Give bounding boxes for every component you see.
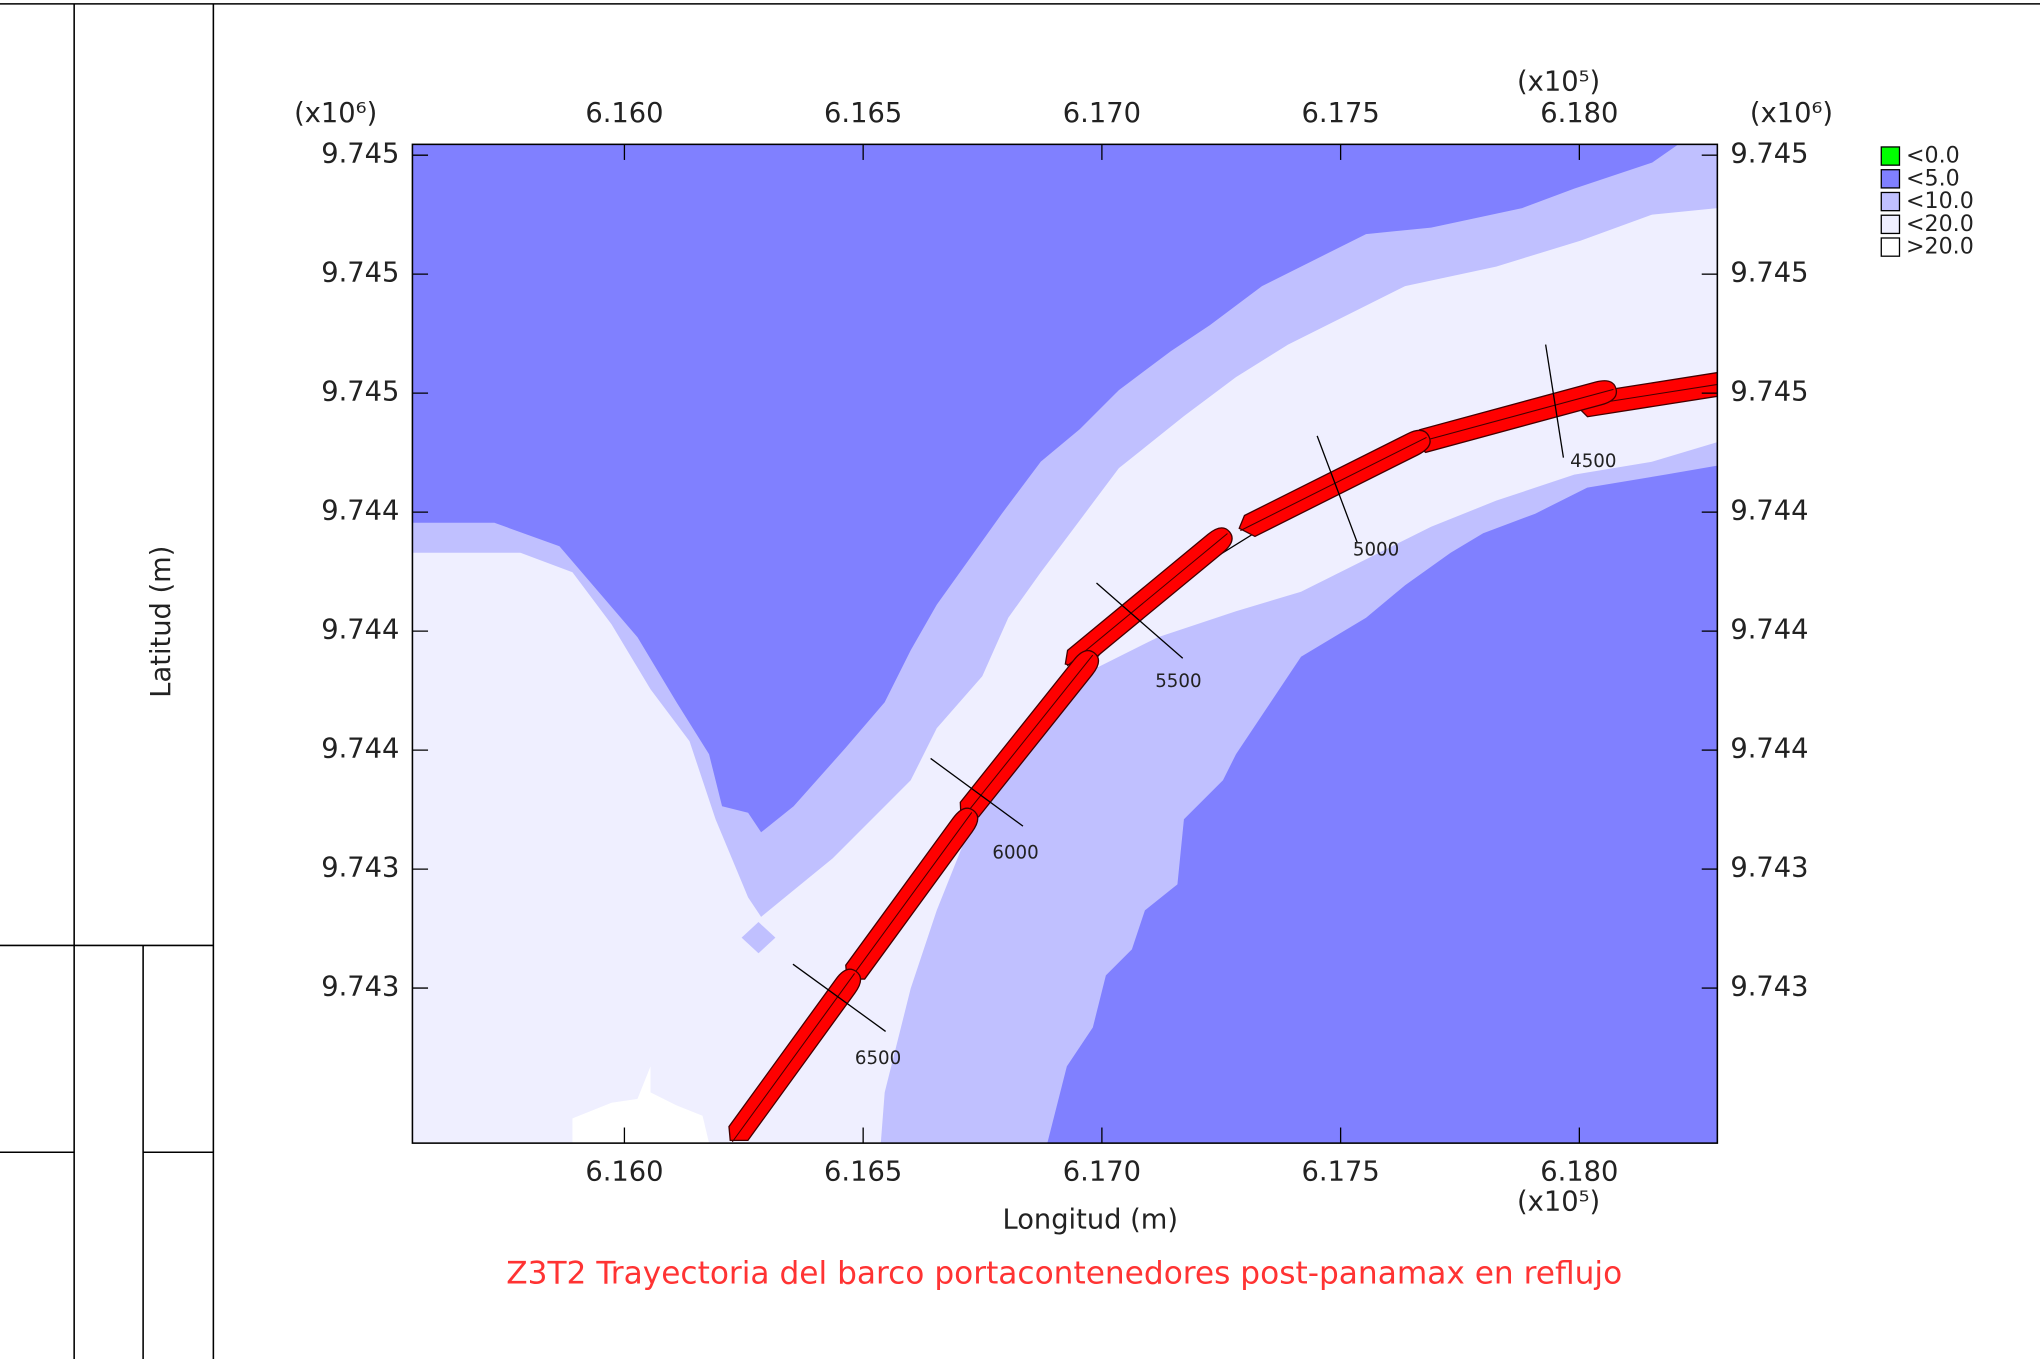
y-tick-label: 9.745 <box>1730 258 1808 289</box>
x-tick-label: 6.170 <box>1063 1157 1141 1188</box>
legend-label: <5.0 <box>1906 165 1960 191</box>
legend-swatch <box>1880 237 1901 257</box>
y-tick-label: 9.745 <box>321 377 399 408</box>
y-tick-label: 9.744 <box>1730 496 1808 527</box>
legend-label: <20.0 <box>1906 211 1974 237</box>
x-tick-label: 6.180 <box>1540 1157 1618 1188</box>
station-label: 6000 <box>992 842 1038 863</box>
x-scale-bottom: (x10⁵) <box>1517 1186 1600 1217</box>
legend-swatch <box>1880 146 1901 166</box>
ship-keel <box>731 973 855 1143</box>
legend-swatch <box>1880 191 1901 212</box>
y-scale-left: (x10⁶) <box>294 98 377 129</box>
contour-field <box>412 144 1718 1144</box>
y-tick-label: 9.743 <box>1730 853 1808 884</box>
axes: 6.160 6.160 6.165 6.165 6.170 6.170 6.175 6.175… <box>321 98 1808 1188</box>
ship <box>1410 380 1618 454</box>
y-scale-right: (x10⁶) <box>1750 98 1833 129</box>
station-label: 5500 <box>1155 671 1201 692</box>
x-scale-top: (x10⁵) <box>1517 67 1600 98</box>
station-cross <box>792 963 886 1032</box>
y-tick-label: 9.744 <box>321 734 399 765</box>
station-label: 5000 <box>1353 540 1399 561</box>
x-tick-label: 6.170 <box>1063 98 1141 129</box>
plot-area <box>728 364 1718 1143</box>
x-axis-label: Longitud (m) <box>1002 1205 1178 1236</box>
ship-keel <box>848 812 973 981</box>
x-tick-label: 6.165 <box>824 98 902 129</box>
y-tick-label: 9.745 <box>321 139 399 170</box>
ship-keel <box>1412 388 1614 445</box>
x-tick-label: 6.175 <box>1302 98 1380 129</box>
y-tick-label: 9.745 <box>1730 139 1808 170</box>
y-tick-label: 9.744 <box>1730 615 1808 646</box>
x-tick-label: 6.165 <box>824 1157 902 1188</box>
ship <box>845 807 979 981</box>
legend-label: <0.0 <box>1906 143 1960 169</box>
legend-label: >20.0 <box>1906 234 1974 260</box>
y-tick-label: 9.743 <box>321 972 399 1003</box>
station-label: 4500 <box>1570 451 1616 472</box>
ship <box>959 649 1100 819</box>
chart-title: Z3T2 Trayectoria del barco portacontened… <box>506 1255 1622 1291</box>
ship-keel <box>962 654 1094 819</box>
sheet-frame <box>0 3 2040 1359</box>
y-tick-label: 9.744 <box>1730 734 1808 765</box>
ship-hull <box>845 807 979 980</box>
y-tick-label: 9.744 <box>321 496 399 527</box>
y-tick-label: 9.745 <box>321 258 399 289</box>
y-tick-label: 9.744 <box>321 615 399 646</box>
ship <box>1064 527 1233 670</box>
legend-label: <10.0 <box>1906 188 1974 214</box>
ship <box>728 968 862 1143</box>
y-axis-label: Latitud (m) <box>146 546 177 698</box>
y-tick-label: 9.745 <box>1730 377 1808 408</box>
y-tick-label: 9.743 <box>321 853 399 884</box>
ship-keel <box>1066 533 1228 667</box>
legend-swatch <box>1880 169 1901 189</box>
station-cross <box>930 757 1024 827</box>
ship-keel <box>1240 436 1427 532</box>
x-tick-label: 6.160 <box>585 98 663 129</box>
legend-swatch <box>1880 214 1901 235</box>
legend: <0.0<5.0<10.0<20.0>20.0 <box>1880 143 1974 260</box>
x-tick-label: 6.175 <box>1302 1157 1380 1188</box>
ship-hull <box>728 968 862 1142</box>
station-cross <box>1316 435 1359 544</box>
x-tick-label: 6.180 <box>1540 98 1618 129</box>
station-cross <box>1544 344 1565 458</box>
plot-frame <box>411 143 1719 1144</box>
station-label: 6500 <box>855 1048 901 1069</box>
station-cross <box>1096 582 1184 659</box>
y-tick-label: 9.743 <box>1730 972 1808 1003</box>
x-tick-label: 6.160 <box>585 1157 663 1188</box>
